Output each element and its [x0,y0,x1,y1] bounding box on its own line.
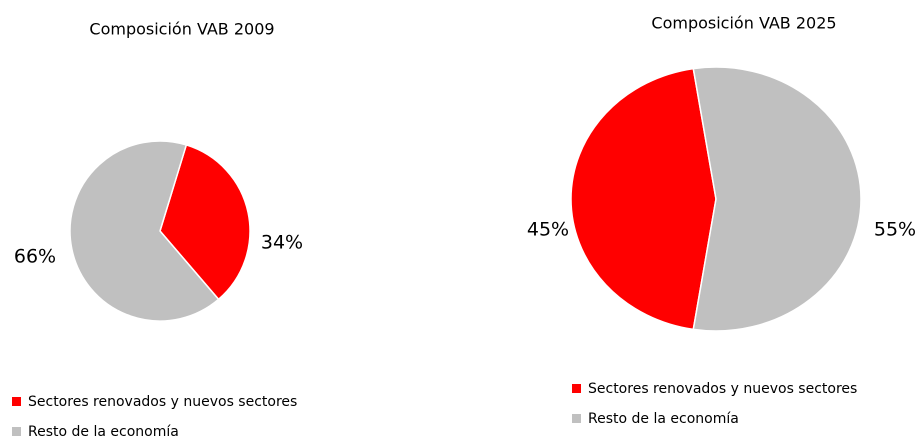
legend-label: Sectores renovados y nuevos sectores [28,394,297,410]
legend-swatch [572,414,581,423]
data-label: 45% [527,219,569,241]
data-label: 34% [261,232,303,254]
legend-label: Sectores renovados y nuevos sectores [588,381,857,397]
data-label: 66% [14,246,56,268]
data-label: 55% [874,219,916,241]
legend-swatch [572,384,581,393]
chart-title: Composición VAB 2009 [89,20,274,39]
pie-slice [692,66,862,332]
legend-swatch [12,397,21,406]
chart-title: Composición VAB 2025 [651,14,836,33]
legend-swatch [12,427,21,436]
pie-slice [69,140,220,322]
legend-label: Resto de la economía [28,424,179,439]
pie-slice [159,143,251,301]
pie-slice [570,67,717,331]
legend-label: Resto de la economía [588,411,739,427]
